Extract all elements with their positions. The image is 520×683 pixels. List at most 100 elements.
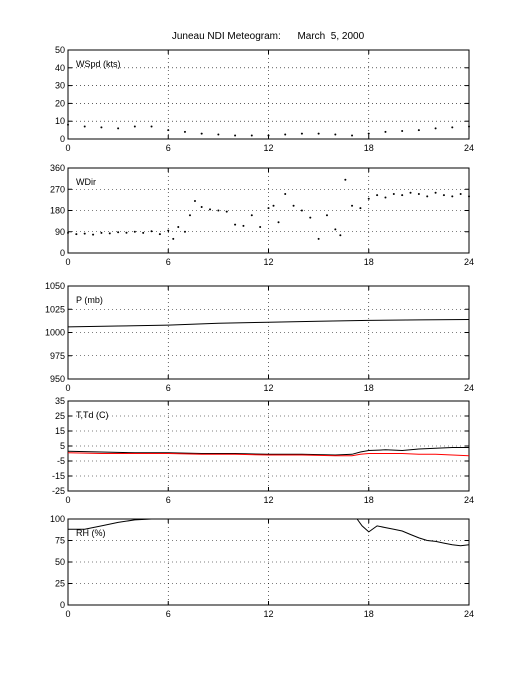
data-point xyxy=(250,214,253,217)
y-tick-label: -25 xyxy=(52,486,65,496)
data-point xyxy=(442,194,445,197)
x-tick-label: 24 xyxy=(464,383,474,393)
data-point xyxy=(376,194,379,197)
y-tick-label: 0 xyxy=(60,248,65,258)
series-line-1 xyxy=(356,518,470,547)
y-tick-label: 30 xyxy=(55,81,65,91)
data-point xyxy=(351,204,354,207)
data-point xyxy=(267,207,270,210)
y-tick-label: 1050 xyxy=(45,281,65,291)
panel-label: WSpd (kts) xyxy=(76,59,121,69)
data-point xyxy=(67,123,69,126)
x-tick-label: 0 xyxy=(65,609,70,619)
data-point xyxy=(344,178,347,181)
data-point xyxy=(334,133,337,136)
data-point xyxy=(250,134,253,137)
series-line-1 xyxy=(67,452,470,457)
data-point xyxy=(200,205,203,208)
data-point xyxy=(117,231,120,234)
x-tick-label: 18 xyxy=(364,495,374,505)
series-line-0 xyxy=(67,447,469,456)
x-tick-label: 24 xyxy=(464,495,474,505)
y-tick-label: 35 xyxy=(55,396,65,406)
x-tick-label: 0 xyxy=(65,257,70,267)
x-tick-label: 0 xyxy=(65,495,70,505)
x-tick-label: 24 xyxy=(464,609,474,619)
y-tick-label: 1000 xyxy=(45,328,65,338)
data-point xyxy=(339,234,342,237)
data-point xyxy=(409,191,412,194)
data-point xyxy=(234,134,237,137)
data-point xyxy=(272,204,275,207)
data-point xyxy=(167,129,170,132)
data-point xyxy=(133,230,136,233)
y-tick-label: 1025 xyxy=(45,304,65,314)
y-tick-label: 975 xyxy=(50,351,65,361)
x-tick-label: 0 xyxy=(65,143,70,153)
data-point xyxy=(468,125,470,128)
y-tick-label: 950 xyxy=(50,374,65,384)
panel-label: WDir xyxy=(76,177,96,187)
panel-label: P (mb) xyxy=(76,295,103,305)
panel-label: T,Td (C) xyxy=(76,410,109,420)
data-point xyxy=(351,134,354,137)
data-point xyxy=(177,226,180,229)
data-point xyxy=(234,223,237,226)
x-tick-label: 0 xyxy=(65,383,70,393)
x-tick-label: 12 xyxy=(263,257,273,267)
data-point xyxy=(217,133,220,136)
x-tick-label: 18 xyxy=(364,143,374,153)
x-tick-label: 12 xyxy=(263,383,273,393)
data-point xyxy=(172,237,175,240)
data-point xyxy=(150,125,153,128)
series-line-0 xyxy=(67,319,470,328)
data-point xyxy=(459,192,462,195)
data-point xyxy=(401,129,404,132)
y-tick-label: 90 xyxy=(55,227,65,237)
data-point xyxy=(92,233,95,236)
data-point xyxy=(259,226,262,229)
data-point xyxy=(468,195,470,198)
x-tick-label: 12 xyxy=(263,495,273,505)
data-point xyxy=(426,195,429,198)
data-point xyxy=(284,133,287,136)
data-point xyxy=(300,209,303,212)
chart-title: Juneau NDI Meteogram: March 5, 2000 xyxy=(171,31,365,42)
data-point xyxy=(334,228,337,231)
data-point xyxy=(209,208,212,211)
y-tick-label: -5 xyxy=(57,456,65,466)
data-point xyxy=(367,132,370,135)
data-point xyxy=(434,191,437,194)
y-tick-label: 50 xyxy=(55,45,65,55)
x-tick-label: 24 xyxy=(464,257,474,267)
data-point xyxy=(359,207,362,210)
x-tick-label: 6 xyxy=(166,609,171,619)
y-tick-label: 25 xyxy=(55,579,65,589)
data-point xyxy=(401,194,404,197)
data-point xyxy=(100,126,103,129)
data-point xyxy=(150,230,153,233)
data-point xyxy=(133,125,136,128)
data-point xyxy=(217,209,220,212)
data-point xyxy=(75,233,78,236)
data-point xyxy=(317,237,320,240)
panel-label: RH (%) xyxy=(76,528,106,538)
y-tick-label: 25 xyxy=(55,411,65,421)
data-point xyxy=(108,232,111,235)
x-tick-label: 6 xyxy=(166,383,171,393)
x-tick-label: 18 xyxy=(364,609,374,619)
x-tick-label: 6 xyxy=(166,143,171,153)
data-point xyxy=(384,130,387,133)
y-tick-label: 180 xyxy=(50,206,65,216)
y-tick-label: -15 xyxy=(52,471,65,481)
y-tick-label: 10 xyxy=(55,116,65,126)
y-tick-label: 270 xyxy=(50,184,65,194)
data-point xyxy=(317,132,320,135)
x-tick-label: 12 xyxy=(263,143,273,153)
data-point xyxy=(67,231,69,234)
data-point xyxy=(284,192,287,195)
data-point xyxy=(83,125,86,128)
data-point xyxy=(392,192,395,195)
data-point xyxy=(200,132,203,135)
